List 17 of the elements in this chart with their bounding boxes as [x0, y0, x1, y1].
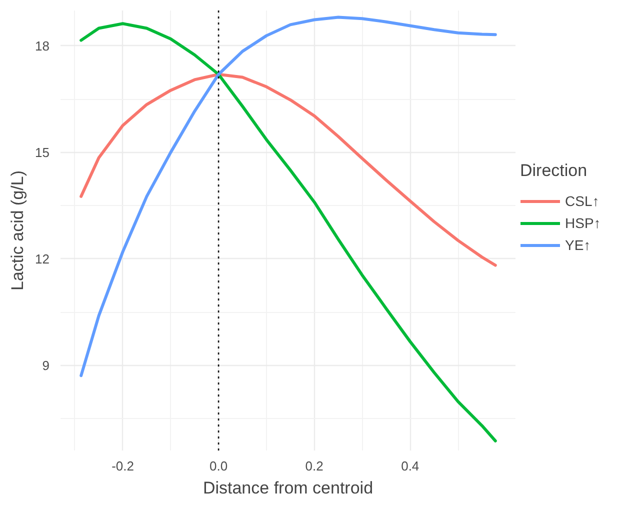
- x-tick-label: 0.4: [401, 458, 420, 474]
- y-axis-title: Lactic acid (g/L): [8, 170, 28, 290]
- y-tick-label: 15: [35, 144, 50, 160]
- x-axis-title: Distance from centroid: [202, 478, 374, 498]
- x-tick-label: 0.0: [210, 458, 228, 474]
- legend-label: YE↑: [565, 237, 591, 253]
- y-tick-label: 9: [42, 358, 50, 373]
- y-tick-label: 12: [35, 251, 50, 266]
- legend-label: CSL↑: [565, 193, 600, 209]
- legend-title: Direction: [520, 161, 588, 181]
- y-tick-label: 18: [35, 38, 50, 54]
- x-tick-label: -0.2: [112, 458, 134, 474]
- line-series: [80, 16, 497, 378]
- legend-label: HSP↑: [565, 215, 601, 231]
- line-series: [80, 22, 497, 442]
- line-series: [80, 72, 497, 267]
- x-tick-label: 0.2: [305, 458, 324, 474]
